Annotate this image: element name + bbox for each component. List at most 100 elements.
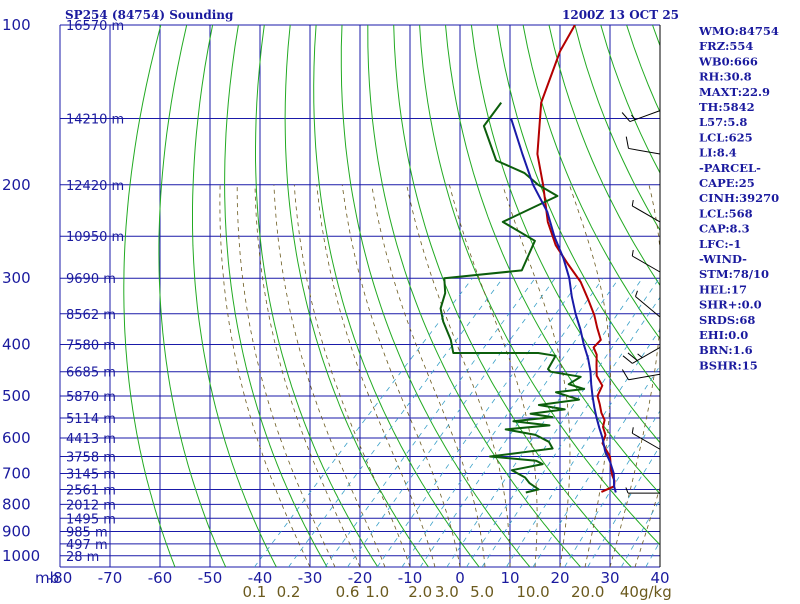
index-line: WMO:84754 xyxy=(698,24,779,38)
height-label: 2561 m xyxy=(66,483,116,498)
pressure-tick-label: 600 xyxy=(2,429,31,447)
wind-barb-staff xyxy=(630,111,660,122)
mixing-ratio-label: 1.0 xyxy=(365,583,389,600)
pressure-tick-label: 300 xyxy=(2,269,31,287)
wind-barb-flag xyxy=(622,369,628,379)
height-label: 7580 m xyxy=(66,339,116,354)
wind-barb-flag xyxy=(623,356,632,364)
dewpoint-line xyxy=(441,103,584,493)
wind-barb-staff xyxy=(628,148,660,154)
moist-adiabat-line xyxy=(317,185,435,567)
index-line: LFC:-1 xyxy=(699,237,741,251)
dry-adiabat-line xyxy=(193,25,277,567)
wind-barb-staff xyxy=(632,206,660,222)
wind-barb-flag xyxy=(626,487,628,493)
pressure-tick-label: 900 xyxy=(2,522,31,540)
wind-barb-staff xyxy=(632,256,660,272)
pressure-tick-label: 100 xyxy=(2,16,31,34)
height-label: 6685 m xyxy=(66,366,116,381)
moist-adiabat-line xyxy=(407,185,510,567)
index-line: FRZ:554 xyxy=(699,39,753,53)
index-line: SRDS:68 xyxy=(699,313,755,327)
mixing-ratio-label: 3.0 xyxy=(435,583,459,600)
moist-adiabat-line xyxy=(610,185,662,567)
index-line: CAP:8.3 xyxy=(699,222,750,236)
height-label: 2012 m xyxy=(66,498,116,513)
wind-barb-flag xyxy=(638,354,643,358)
index-line: MAXT:22.9 xyxy=(699,85,770,99)
index-line: STM:78/10 xyxy=(699,267,769,281)
height-label: 5870 m xyxy=(66,390,116,405)
dry-adiabat-line xyxy=(420,25,682,567)
dry-adiabat-line xyxy=(575,25,800,567)
mixing-ratio-label: 0.2 xyxy=(277,583,301,600)
index-line: LCL:625 xyxy=(699,130,753,144)
wind-barb-flag xyxy=(632,200,633,206)
height-label: 14210 m xyxy=(66,112,124,127)
station-title: SP254 (84754) Sounding xyxy=(65,8,234,22)
index-line: LCL:568 xyxy=(699,206,753,220)
moist-adiabat-line xyxy=(237,185,335,567)
mixing-ratio-line xyxy=(506,278,694,567)
wind-barb-staff xyxy=(632,433,660,449)
pressure-tick-label: 400 xyxy=(2,336,31,354)
index-line: HEL:17 xyxy=(699,282,747,296)
moist-adiabat-line xyxy=(372,185,485,567)
index-line: EHI:0.0 xyxy=(699,328,748,342)
dry-adiabat-line xyxy=(523,25,800,567)
index-line: SHR+:0.0 xyxy=(699,298,762,312)
wind-barb-staff xyxy=(628,374,660,380)
height-label: 12420 m xyxy=(66,179,124,194)
height-label: 8562 m xyxy=(66,308,116,323)
mixing-ratio-label: 2.0 xyxy=(408,583,432,600)
wind-barb-flag xyxy=(632,427,633,433)
temperature-tick-label: -60 xyxy=(148,569,173,587)
dry-adiabat-line xyxy=(159,25,226,567)
chart-gridlines xyxy=(60,25,660,567)
mixing-ratio-line xyxy=(325,278,535,567)
index-line: -WIND- xyxy=(699,252,747,266)
dry-adiabat-line xyxy=(341,25,530,567)
temperature-tick-label: -30 xyxy=(298,569,323,587)
moist-adiabat-line xyxy=(449,185,537,567)
dry-adiabat-line xyxy=(124,25,175,567)
dry-adiabat-line xyxy=(314,25,480,567)
temperature-tick-label: -70 xyxy=(98,569,123,587)
pressure-tick-label: 500 xyxy=(2,387,31,405)
temperature-tick-label: -50 xyxy=(198,569,223,587)
dry-adiabat-line xyxy=(756,25,800,567)
wind-barb-flag xyxy=(622,113,630,122)
pressure-tick-label: 200 xyxy=(2,176,31,194)
mixing-ratio-line xyxy=(289,278,503,567)
mixing-ratio-label: 40g/kg xyxy=(620,583,672,600)
index-line: CAPE:25 xyxy=(699,176,755,190)
mixing-ratio-label: 20.0 xyxy=(571,583,604,600)
temperature-tick-label: -80 xyxy=(48,569,73,587)
index-line: LI:8.4 xyxy=(699,146,737,160)
index-line: TH:5842 xyxy=(699,100,755,114)
pressure-tick-label: 800 xyxy=(2,495,31,513)
index-line: L57:5.8 xyxy=(699,115,747,129)
index-line: -PARCEL- xyxy=(699,161,761,175)
dry-adiabat-line xyxy=(782,25,800,567)
temperature-tick-label: 20 xyxy=(550,569,569,587)
height-label: 9690 m xyxy=(66,272,116,287)
height-label: 3758 m xyxy=(66,450,116,465)
temperature-line xyxy=(537,25,614,492)
index-line: CINH:39270 xyxy=(699,191,779,205)
wind-barb-flag xyxy=(626,137,628,149)
wind-barb-flag xyxy=(635,291,637,297)
index-line: BRN:1.6 xyxy=(699,343,753,357)
mixing-ratio-label: 0.1 xyxy=(243,583,267,600)
height-label: 4413 m xyxy=(66,432,116,447)
dry-adiabat-line xyxy=(285,25,428,567)
index-line: RH:30.8 xyxy=(699,70,752,84)
mixing-ratio-line xyxy=(533,278,717,567)
dry-adiabat-line xyxy=(446,25,733,567)
wind-barbs xyxy=(622,25,660,567)
height-label: 3145 m xyxy=(66,468,116,483)
mixing-ratio-label: 5.0 xyxy=(470,583,494,600)
